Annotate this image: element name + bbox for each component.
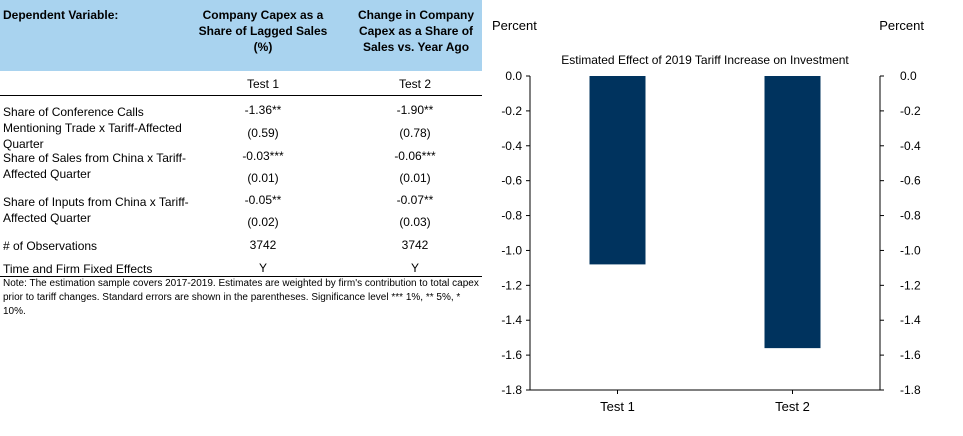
row-label: Share of Sales from China x Tariff-Affec… <box>3 151 186 181</box>
coef-test2: -0.06*** <box>394 149 436 163</box>
y-tick-label-left: -1.0 <box>501 243 522 257</box>
se-test2: (0.78) <box>399 126 431 140</box>
se-test2: (0.03) <box>399 215 431 229</box>
y-tick-label-left: -0.6 <box>501 174 522 188</box>
y-tick-label-right: -1.6 <box>900 348 921 362</box>
y-tick-label-right: 0.0 <box>900 69 917 83</box>
chart-canvas: Estimated Effect of 2019 Tariff Increase… <box>501 53 921 414</box>
table-note: Note: The estimation sample covers 2017-… <box>3 278 479 317</box>
header-divider <box>0 95 482 96</box>
fixed-effects-test1: Y <box>258 261 267 275</box>
y-tick-label-left: -1.2 <box>501 278 522 292</box>
test1-label: Test 1 <box>246 77 279 91</box>
test2-label: Test 2 <box>398 77 431 91</box>
bar-chart: Percent Percent Estimated Effect of 2019… <box>483 0 963 436</box>
row-label: Share of Conference Calls Mentioning Tra… <box>3 105 182 151</box>
fixed-effects-test2: Y <box>410 261 419 275</box>
coef-test1: -0.03*** <box>242 149 284 163</box>
fixed-effects-label: Time and Firm Fixed Effects <box>3 262 153 276</box>
y-tick-label-right: -1.2 <box>900 278 921 292</box>
y-tick-label-right: -0.6 <box>900 174 921 188</box>
y-tick-label-left: -0.8 <box>501 209 522 223</box>
left-unit-label: Percent <box>492 18 537 33</box>
coef-test1: -0.05** <box>244 193 282 207</box>
y-tick-label-left: -1.4 <box>501 313 522 327</box>
y-tick-label-left: -0.2 <box>501 104 522 118</box>
se-test1: (0.02) <box>247 215 279 229</box>
row-label: Share of Inputs from China x Tariff-Affe… <box>3 195 189 225</box>
y-tick-label-right: -1.4 <box>900 313 921 327</box>
table-bottom-rule <box>0 276 482 277</box>
observations-test2: 3742 <box>401 238 429 252</box>
dependent-variable-heading: Dependent Variable: <box>3 8 119 22</box>
bar-2 <box>764 76 821 349</box>
y-tick-label-left: -1.6 <box>501 348 522 362</box>
observations-label: # of Observations <box>3 239 98 253</box>
y-tick-label-right: -0.4 <box>900 139 921 153</box>
y-tick-label-left: 0.0 <box>505 69 522 83</box>
se-test2: (0.01) <box>399 171 431 185</box>
coef-test2: -1.90** <box>396 103 434 117</box>
observations-test1: 3742 <box>249 238 277 252</box>
y-tick-label-left: -0.4 <box>501 139 522 153</box>
regression-table: Dependent Variable: Company Capex as a S… <box>0 0 482 317</box>
x-tick-label: Test 1 <box>600 399 635 414</box>
y-tick-label-left: -1.8 <box>501 383 522 397</box>
coef-test1: -1.36** <box>244 103 282 117</box>
y-tick-label-right: -0.8 <box>900 209 921 223</box>
right-unit-label: Percent <box>879 18 924 33</box>
coef-test2: -0.07** <box>396 193 434 207</box>
y-tick-label-right: -1.0 <box>900 243 921 257</box>
bar-1 <box>589 76 646 265</box>
column2-heading: Change in Company Capex as a Share of Sa… <box>357 8 474 54</box>
y-tick-label-right: -1.8 <box>900 383 921 397</box>
table-header: Dependent Variable: Company Capex as a S… <box>0 0 482 71</box>
se-test1: (0.01) <box>247 171 279 185</box>
y-tick-label-right: -0.2 <box>900 104 921 118</box>
chart-title: Estimated Effect of 2019 Tariff Increase… <box>561 53 849 67</box>
x-tick-label: Test 2 <box>775 399 810 414</box>
column1-heading: Company Capex as a Share of Lagged Sales… <box>198 8 328 54</box>
se-test1: (0.59) <box>247 126 279 140</box>
